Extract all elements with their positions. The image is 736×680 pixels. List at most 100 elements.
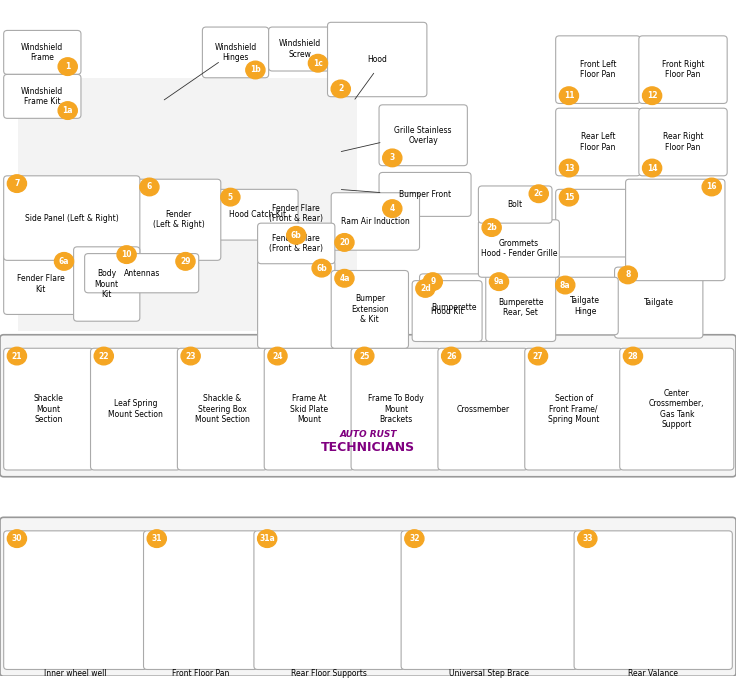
- Text: 25: 25: [359, 352, 369, 360]
- Text: Windshield
Frame Kit: Windshield Frame Kit: [21, 86, 63, 106]
- Circle shape: [54, 252, 74, 270]
- Text: Front Floor Pan: Front Floor Pan: [172, 670, 229, 679]
- Circle shape: [58, 102, 77, 120]
- FancyBboxPatch shape: [4, 74, 81, 118]
- Text: 1: 1: [65, 62, 71, 71]
- Circle shape: [618, 266, 637, 284]
- Text: 30: 30: [12, 534, 22, 543]
- Circle shape: [489, 273, 509, 290]
- Text: 31: 31: [152, 534, 162, 543]
- Text: 2d: 2d: [420, 284, 431, 293]
- FancyBboxPatch shape: [556, 36, 640, 103]
- Circle shape: [416, 279, 435, 297]
- FancyBboxPatch shape: [639, 36, 727, 103]
- Circle shape: [383, 200, 402, 218]
- Circle shape: [331, 80, 350, 98]
- Circle shape: [442, 347, 461, 365]
- FancyBboxPatch shape: [0, 335, 736, 477]
- Text: 23: 23: [185, 352, 196, 360]
- Text: Leaf Spring
Mount Section: Leaf Spring Mount Section: [108, 399, 163, 419]
- Text: 1c: 1c: [313, 58, 323, 68]
- FancyBboxPatch shape: [525, 348, 623, 470]
- Circle shape: [559, 87, 578, 105]
- Text: 20: 20: [339, 238, 350, 247]
- Text: 27: 27: [533, 352, 543, 360]
- FancyBboxPatch shape: [620, 348, 734, 470]
- Text: Section of
Front Frame/
Spring Mount: Section of Front Frame/ Spring Mount: [548, 394, 599, 424]
- Text: 9: 9: [430, 277, 436, 286]
- Text: Windshield
Frame: Windshield Frame: [21, 43, 63, 62]
- Circle shape: [117, 245, 136, 263]
- Circle shape: [578, 530, 597, 547]
- FancyBboxPatch shape: [91, 348, 180, 470]
- Text: Fender Flare
(Front & Rear): Fender Flare (Front & Rear): [269, 234, 323, 253]
- Text: 2b: 2b: [486, 223, 497, 232]
- Circle shape: [58, 58, 77, 75]
- Circle shape: [7, 530, 26, 547]
- FancyBboxPatch shape: [639, 108, 727, 176]
- Text: 5: 5: [228, 192, 233, 202]
- Text: Windshield
Screw: Windshield Screw: [279, 39, 321, 58]
- Text: Bumper
Extension
& Kit: Bumper Extension & Kit: [351, 294, 389, 324]
- Circle shape: [268, 347, 287, 365]
- FancyBboxPatch shape: [258, 223, 335, 264]
- FancyBboxPatch shape: [136, 180, 221, 260]
- Text: 6b: 6b: [291, 231, 302, 240]
- FancyBboxPatch shape: [254, 531, 405, 670]
- Text: Front Right
Floor Pan: Front Right Floor Pan: [662, 60, 704, 80]
- Text: 7: 7: [14, 179, 20, 188]
- FancyBboxPatch shape: [18, 78, 357, 331]
- Text: 1b: 1b: [250, 65, 261, 75]
- Text: Bumper Front: Bumper Front: [399, 190, 451, 199]
- FancyBboxPatch shape: [4, 531, 147, 670]
- Text: Tailgate: Tailgate: [644, 298, 673, 307]
- Circle shape: [335, 269, 354, 287]
- Text: 6b: 6b: [316, 264, 327, 273]
- FancyBboxPatch shape: [556, 189, 629, 257]
- Text: Hood Kit: Hood Kit: [431, 307, 464, 316]
- Text: AUTO RUST: AUTO RUST: [339, 430, 397, 439]
- FancyBboxPatch shape: [269, 27, 331, 71]
- Text: 3: 3: [389, 154, 395, 163]
- Circle shape: [482, 219, 501, 237]
- Text: Bumperette: Bumperette: [432, 303, 477, 312]
- FancyBboxPatch shape: [4, 254, 77, 314]
- FancyBboxPatch shape: [331, 271, 408, 348]
- FancyBboxPatch shape: [574, 531, 732, 670]
- Text: 22: 22: [99, 352, 109, 360]
- Circle shape: [529, 185, 548, 203]
- Text: 21: 21: [12, 352, 22, 360]
- FancyBboxPatch shape: [258, 260, 335, 348]
- Circle shape: [702, 178, 721, 196]
- Text: Grille Stainless
Overlay: Grille Stainless Overlay: [394, 126, 452, 145]
- Circle shape: [140, 178, 159, 196]
- FancyBboxPatch shape: [379, 105, 467, 166]
- Text: 15: 15: [564, 192, 574, 202]
- Text: Rear Floor Supports: Rear Floor Supports: [291, 670, 367, 679]
- Text: Rear Valance: Rear Valance: [629, 670, 678, 679]
- Text: 26: 26: [446, 352, 456, 360]
- Circle shape: [7, 347, 26, 365]
- Text: Hood: Hood: [367, 55, 387, 64]
- Circle shape: [528, 347, 548, 365]
- Text: 31a: 31a: [259, 534, 275, 543]
- FancyBboxPatch shape: [144, 531, 258, 670]
- FancyBboxPatch shape: [217, 189, 298, 240]
- FancyBboxPatch shape: [420, 274, 489, 341]
- FancyBboxPatch shape: [202, 27, 269, 78]
- FancyBboxPatch shape: [177, 348, 267, 470]
- FancyBboxPatch shape: [74, 247, 140, 321]
- Text: 10: 10: [121, 250, 132, 259]
- Circle shape: [221, 188, 240, 206]
- FancyBboxPatch shape: [4, 31, 81, 74]
- Text: 2: 2: [338, 84, 344, 93]
- Text: 24: 24: [272, 352, 283, 360]
- Circle shape: [623, 347, 643, 365]
- Circle shape: [246, 61, 265, 79]
- Text: Grommets
Hood - Fender Grille: Grommets Hood - Fender Grille: [481, 239, 557, 258]
- Text: Bumperette
Rear, Set: Bumperette Rear, Set: [498, 298, 543, 318]
- Text: Shackle &
Steering Box
Mount Section: Shackle & Steering Box Mount Section: [195, 394, 250, 424]
- Circle shape: [176, 252, 195, 270]
- Circle shape: [7, 175, 26, 192]
- Circle shape: [423, 273, 442, 290]
